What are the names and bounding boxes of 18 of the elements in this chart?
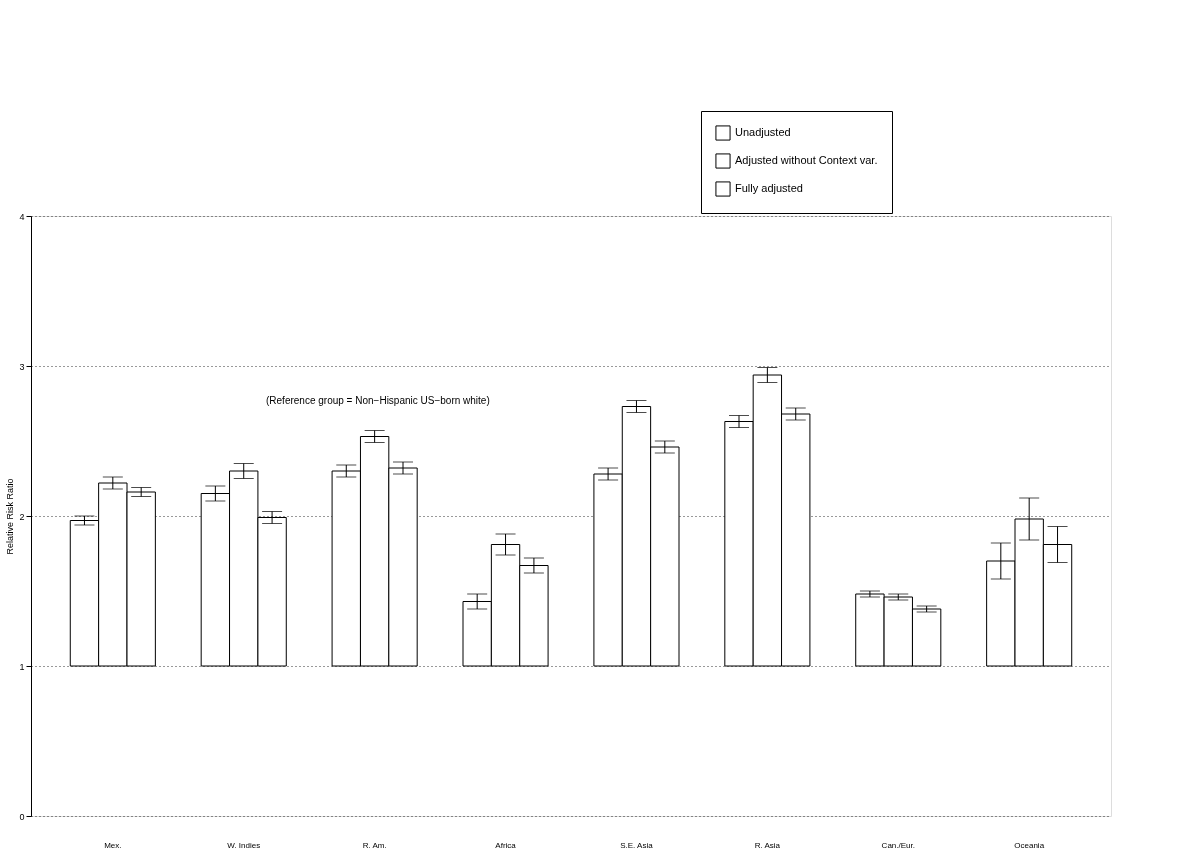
- annotation: (Reference group = Non−Hispanic US−born white): [266, 395, 490, 406]
- y-axis-title: Relative Risk Ratio: [5, 478, 16, 555]
- x-tick-label: R. Am.: [362, 840, 387, 850]
- legend-label: Fully adjusted: [735, 182, 803, 194]
- x-tick-label: W. Indies: [227, 840, 261, 850]
- x-tick-label: R. Asia: [754, 840, 781, 850]
- y-tick-label: 3: [19, 361, 25, 372]
- x-tick-label: Mex.: [104, 840, 122, 850]
- y-tick-label: 4: [19, 211, 25, 222]
- legend-label: Unadjusted: [735, 126, 791, 138]
- x-tick-label: Can./Eur.: [881, 840, 915, 850]
- y-tick-label: 2: [19, 511, 25, 522]
- x-tick-label: S.E. Asia: [620, 840, 654, 850]
- x-tick-label: Oceania: [1014, 840, 1045, 850]
- y-tick-label: 1: [19, 661, 25, 672]
- y-tick-label: 0: [19, 811, 25, 822]
- x-tick-label: Africa: [495, 840, 517, 850]
- legend-label: Adjusted without Context var.: [735, 154, 878, 166]
